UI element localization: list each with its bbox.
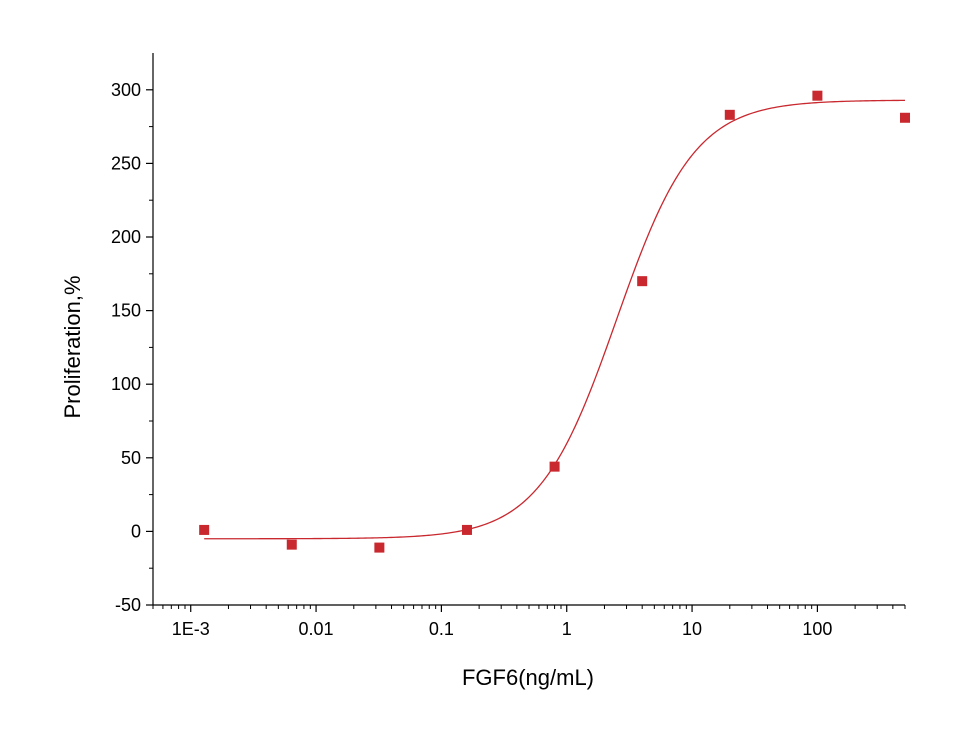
data-point — [374, 542, 385, 553]
x-axis-title: FGF6(ng/mL) — [462, 665, 594, 690]
y-tick-label: 50 — [121, 448, 141, 468]
y-tick-label: 150 — [111, 301, 141, 321]
y-tick-label: 0 — [131, 521, 141, 541]
data-point — [724, 109, 735, 120]
data-point — [812, 90, 823, 101]
x-tick-label: 0.1 — [429, 619, 454, 639]
y-tick-label: 200 — [111, 227, 141, 247]
data-point — [199, 524, 210, 535]
data-points — [199, 90, 910, 553]
x-tick-label: 100 — [802, 619, 832, 639]
x-tick-label: 0.01 — [299, 619, 334, 639]
x-tick-label: 10 — [682, 619, 702, 639]
axes: -50 0 50 100 150 200 250 300 1E-3 0.01 0.1 1 10 100 — [111, 53, 906, 639]
data-point — [286, 539, 297, 550]
y-tick-label: 300 — [111, 80, 141, 100]
y-axis-title: Proliferation,% — [60, 275, 85, 418]
y-tick-label: 250 — [111, 153, 141, 173]
fit-curve — [204, 99, 906, 540]
fit-curve-group — [204, 99, 906, 540]
data-point — [549, 461, 560, 472]
x-tick-label: 1 — [562, 619, 572, 639]
y-tick-label: 100 — [111, 374, 141, 394]
data-point — [900, 112, 910, 123]
x-tick-label: 1E-3 — [172, 619, 210, 639]
data-point — [461, 524, 472, 535]
data-point — [637, 276, 648, 287]
y-tick-label: -50 — [115, 595, 141, 615]
